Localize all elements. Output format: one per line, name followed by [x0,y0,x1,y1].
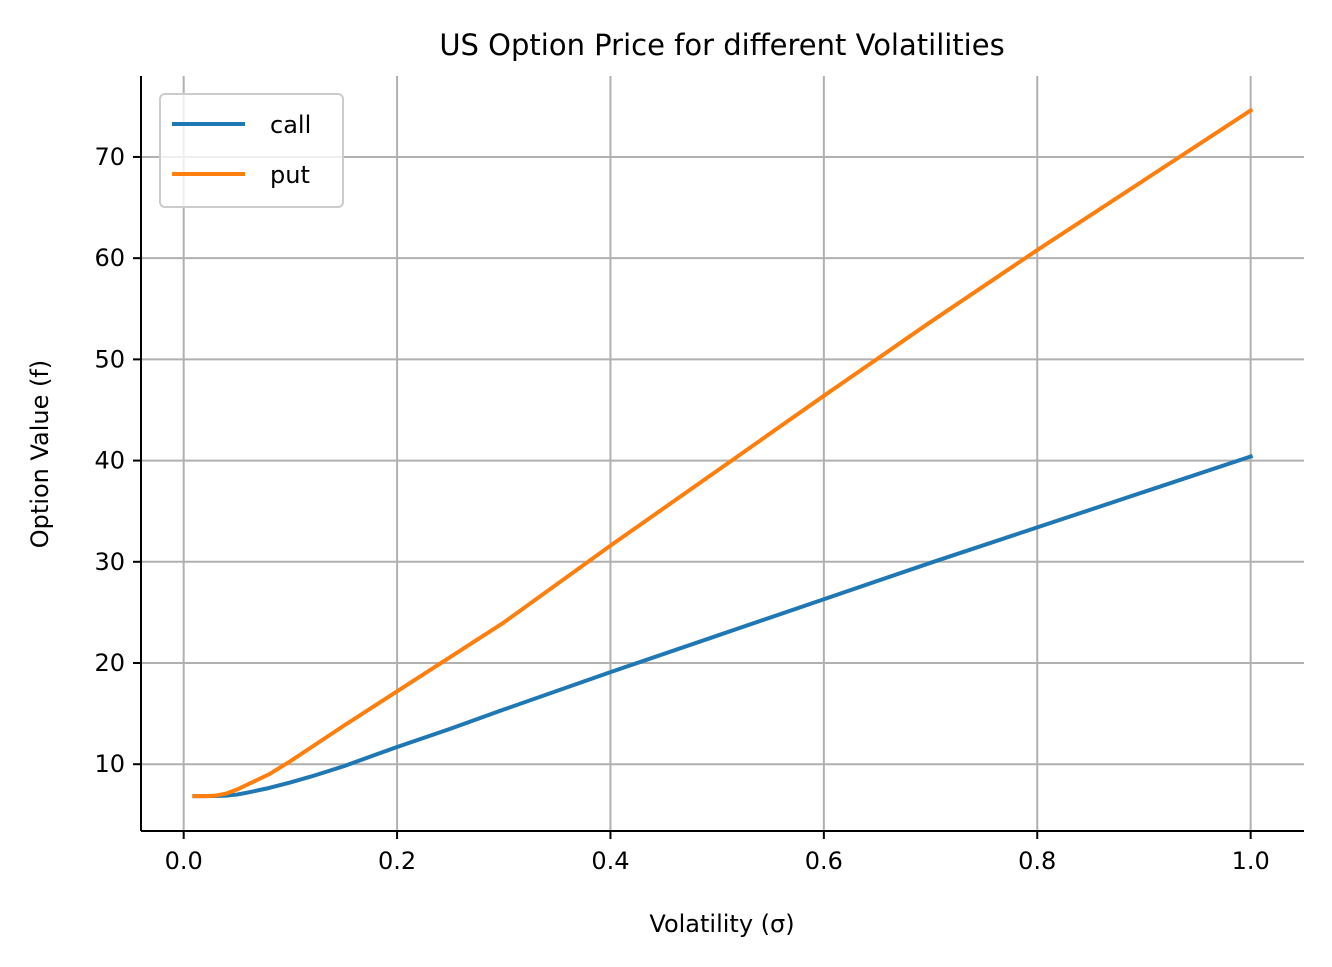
x-tick-label: 1.0 [1232,847,1270,875]
legend-put-label: put [270,161,310,189]
chart-title: US Option Price for different Volatiliti… [439,28,1004,62]
axes [140,76,1304,832]
series-line-call [192,454,1254,799]
legend-call-label: call [270,111,311,139]
y-tick-label: 50 [94,345,125,373]
y-tick-label: 10 [94,750,125,778]
x-tick-label: 0.4 [591,847,629,875]
legend-frame [159,93,344,208]
y-tick-label: 30 [94,548,125,576]
grid [141,76,1304,831]
y-tick-label: 70 [94,143,125,171]
series-lines [192,107,1254,799]
legend: call put [159,93,344,208]
x-tick-label: 0.0 [165,847,203,875]
x-tick-label: 0.8 [1018,847,1056,875]
series-line-put [192,107,1254,799]
y-tick-label: 40 [94,447,125,475]
y-tick-label: 60 [94,244,125,272]
x-axis-title: Volatility (σ) [649,910,794,938]
x-tick-label: 0.6 [805,847,843,875]
y-axis-title: Option Value (f) [26,360,54,548]
y-tick-label: 20 [94,649,125,677]
x-tick-label: 0.2 [378,847,416,875]
ticks: 0.0 0.2 0.4 0.6 0.8 1.0 10 20 30 40 50 60 70 [94,143,1269,875]
